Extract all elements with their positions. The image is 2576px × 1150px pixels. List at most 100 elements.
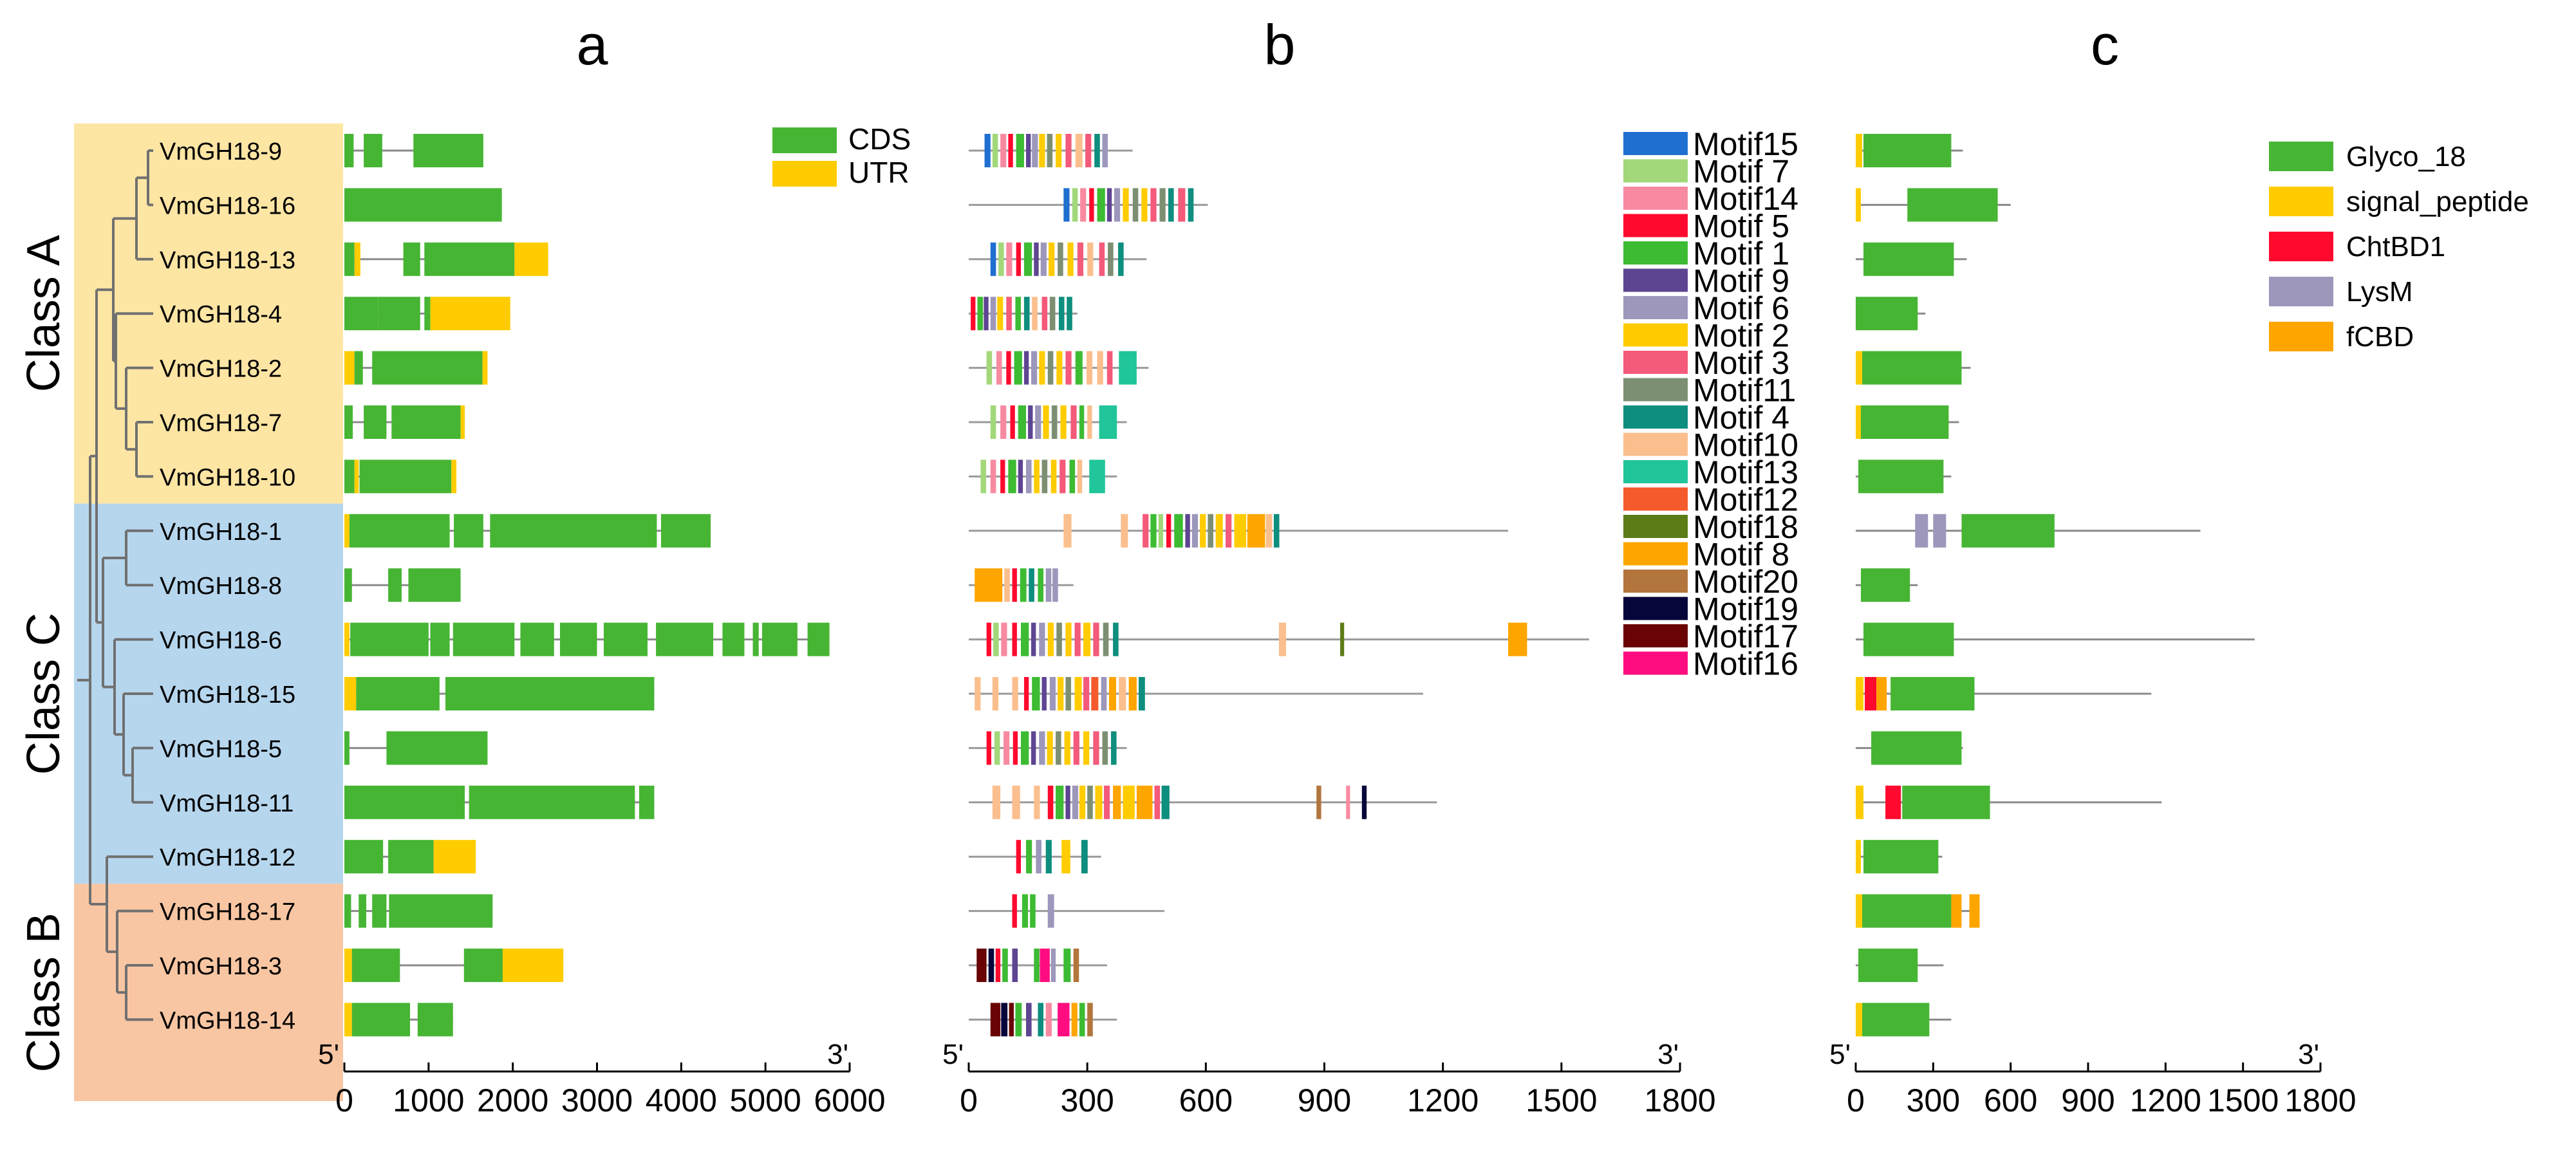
motif-block-motif-4 [1138,677,1145,710]
motif-block-motif-1 [1150,514,1157,548]
motif-block-motif10 [1087,405,1092,439]
motif-block-motif-3 [1103,785,1110,819]
cds-block [520,622,554,656]
cds-block [603,622,648,656]
cds-block [351,949,400,982]
motif-block-motif20 [1073,949,1079,982]
domain-block-signal-peptide [1856,351,1863,385]
domain-block-signal-peptide [1856,785,1864,819]
motif-block-motif-9 [1026,134,1031,167]
motif-block-motif-3 [1041,297,1048,331]
legend-swatch-motif17 [1623,624,1688,647]
domain-block-glyco-18 [1961,514,2055,548]
domain-tick-label: 900 [2061,1082,2114,1118]
legend-swatch-motif10 [1623,432,1688,456]
motif-block-motif10 [1278,622,1286,656]
utr-block [482,351,488,385]
motif-block-motif-3 [1178,188,1186,222]
motif-block-motif-2 [1039,134,1045,167]
utr-block [344,351,355,385]
cds-block [350,622,429,656]
cds-block [354,351,363,385]
motif-block-motif-6 [1072,785,1079,819]
motif-block-motif-4 [1081,840,1088,874]
motif-block-motif10 [1004,568,1010,602]
domain-block-glyco-18 [1890,677,1975,710]
motif-block-motif-1 [1022,894,1029,928]
motif-block-motif-2 [1058,677,1064,710]
domain-block-signal-peptide [1856,188,1862,222]
motif-block-motif17 [990,1003,1001,1037]
motif-block-motif-1 [1014,351,1022,385]
cds-block [389,894,493,928]
motif-block-motif-5 [971,297,976,331]
legend-label-motif-7: Motif 7 [1693,154,1789,190]
legend-label-cds: CDS [848,122,911,156]
domain-block-signal-peptide [1856,134,1863,167]
utr-block [354,459,359,494]
motif-block-motif-6 [1036,840,1041,874]
motif-block-motif-6 [1102,134,1108,167]
motif-block-motif14 [1045,1003,1052,1037]
motif-block-motif-6 [1031,351,1038,385]
motif-block-motif-1 [1015,297,1022,331]
motif-block-motif-3 [1059,459,1066,494]
domain-block-signal-peptide [1856,840,1862,874]
utr-block [344,622,350,656]
motif-block-motif-7 [994,731,1000,765]
utr-block [344,1003,352,1037]
cds-block [430,622,450,656]
motif-block-motif-6 [1047,894,1054,928]
domain-block-chtbd1 [1865,677,1877,710]
motif-block-motif10 [992,677,999,710]
legend-swatch-cds [772,127,837,153]
motif-block-motif-8 [1071,1003,1078,1037]
motif-block-motif-8 [1136,785,1153,819]
domain-block-glyco-18 [1863,840,1939,874]
motif-block-motif-3 [1074,622,1081,656]
cds-block [386,731,488,765]
utr-block [430,297,510,331]
domain-block-glyco-18 [1858,949,1918,982]
motif-block-motif-4 [1168,188,1174,222]
legend-swatch-motif13 [1623,460,1688,483]
motif-block-motif-2 [1056,134,1062,167]
legend-swatch-motif-3 [1623,351,1688,374]
motif-block-motif-5 [1023,677,1029,710]
motif-block-motif-4 [1029,568,1034,602]
legend-swatch-motif11 [1623,378,1688,402]
legend-swatch-signal-peptide [2269,187,2333,216]
motif-block-motif-1 [1079,405,1085,439]
motif-block-motif10 [1077,459,1083,494]
gene-structure-three-prime: 3' [827,1039,848,1070]
cds-block [752,622,759,656]
cds-block [391,405,461,439]
motif-block-motif-1 [1063,949,1071,982]
utr-block [451,459,457,494]
cds-block [344,405,353,439]
motif-block-motif11 [1049,297,1056,331]
motif-block-motif-5 [1006,351,1011,385]
motif-block-motif10 [1097,351,1103,385]
motif-block-motif11 [1208,514,1213,548]
domain-block-signal-peptide [1856,894,1863,928]
motif-block-motif-7 [992,134,998,167]
motif-block-motif-1 [1023,242,1032,276]
domain-three-prime: 3' [2298,1039,2319,1070]
panel-letter-a: a [577,13,608,77]
cds-block [408,568,461,602]
motif-five-prime: 5' [942,1039,964,1070]
gene-label: VmGH18-4 [160,301,282,328]
legend-swatch-motif-8 [1623,542,1688,566]
motif-block-motif17 [1009,1003,1014,1037]
motif-block-motif-3 [1150,188,1157,222]
motif-block-motif10 [1086,351,1093,385]
domain-block-glyco-18 [1871,731,1962,765]
motif-block-motif11 [1047,351,1054,385]
motif-block-motif10 [1075,134,1083,167]
motif-block-motif-1 [1034,949,1040,982]
motif-block-motif14 [996,351,1002,385]
motif-block-motif-4 [1188,188,1194,222]
legend-label-motif12: Motif12 [1693,482,1798,518]
gene-structure-tick-label: 2000 [477,1082,548,1118]
